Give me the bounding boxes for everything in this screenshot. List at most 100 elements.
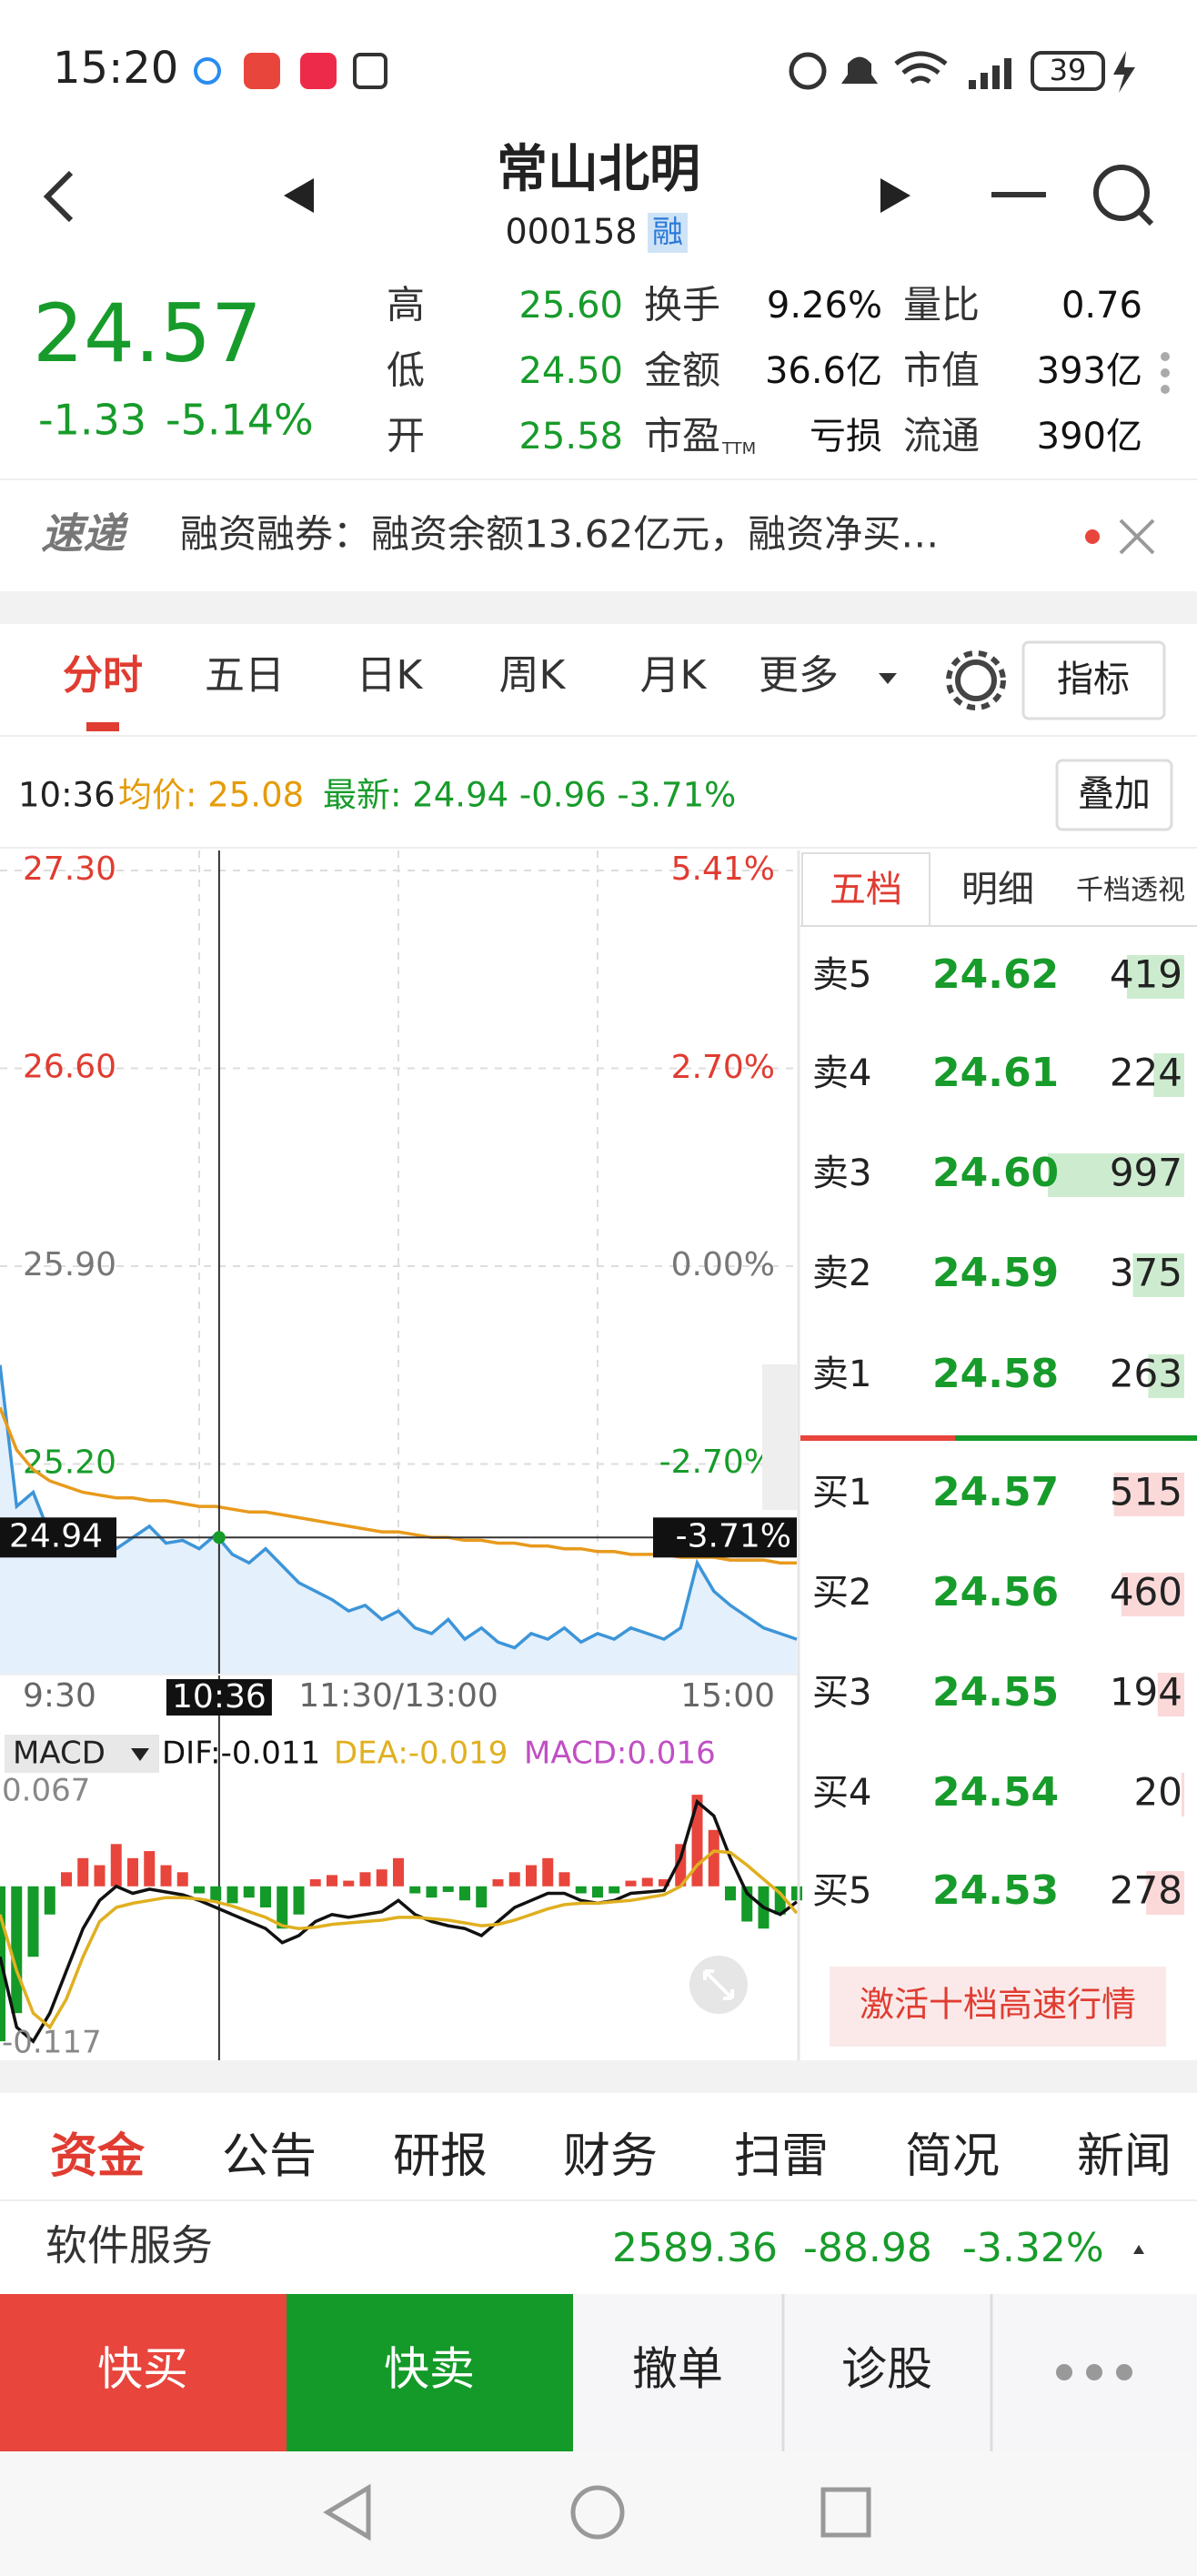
status-icon <box>244 53 280 89</box>
average-price: 均价: 25.08 <box>118 776 304 815</box>
activate-button[interactable] <box>830 1967 1166 2047</box>
sector-change: -88.98 <box>803 2225 932 2271</box>
chart-tab[interactable]: 五日 <box>205 652 285 699</box>
back-button[interactable] <box>43 170 74 223</box>
chart-tab[interactable]: 日K <box>357 652 424 699</box>
more-actions[interactable] <box>1086 2364 1102 2380</box>
quick-buy[interactable] <box>0 2294 287 2451</box>
macd-bar <box>176 1872 188 1887</box>
dropdown-arrow <box>879 673 897 684</box>
info-tab[interactable]: 研报 <box>393 2129 488 2184</box>
y2-tick-label: -2.70% <box>659 1444 775 1481</box>
stat-value: 393亿 <box>1037 350 1142 392</box>
info-tab[interactable]: 简况 <box>905 2129 1000 2184</box>
book-price: 24.54 <box>932 1769 1059 1816</box>
cursor-price-box <box>0 1517 116 1558</box>
macd-bar <box>376 1869 387 1887</box>
more-actions[interactable] <box>1056 2364 1072 2380</box>
expand-icon <box>703 1969 734 2000</box>
nav-bar <box>0 2451 1197 2576</box>
chart-tab[interactable]: 分时 <box>63 652 143 699</box>
book-price: 24.61 <box>932 1050 1059 1096</box>
book-tab[interactable]: 千档透视 <box>1076 875 1185 907</box>
macd-chart: 0.067 -0.117 MACD DIF:-0.011 DEA:-0.019 MACD:… <box>0 1735 802 2061</box>
info-tab[interactable]: 财务 <box>563 2129 658 2184</box>
section-gap <box>0 591 1197 624</box>
volume-bar <box>1146 1871 1184 1915</box>
chart-tab[interactable]: 月K <box>640 652 708 699</box>
macd-bar <box>343 1880 355 1887</box>
book-price: 24.58 <box>932 1351 1059 1397</box>
stat-label: 金额 <box>644 348 720 393</box>
macd-bar <box>309 1879 321 1887</box>
indicator-button[interactable] <box>1021 640 1166 720</box>
nav-home[interactable] <box>570 2485 625 2540</box>
charging-icon <box>1113 51 1135 93</box>
y2-tick-label: 5.41% <box>671 850 775 888</box>
macd-legend: DEA:-0.019 <box>334 1736 508 1772</box>
news-tag[interactable]: 速递 <box>41 509 129 558</box>
status-icon <box>300 53 337 89</box>
cursor-price: 24.94 <box>9 1517 103 1555</box>
macd-selector[interactable] <box>5 1735 159 1773</box>
macd-bar <box>575 1886 587 1894</box>
close-news[interactable] <box>1119 518 1155 555</box>
more-actions[interactable] <box>1116 2364 1132 2380</box>
book-volume: 263 <box>1110 1352 1182 1396</box>
book-tab[interactable]: 明细 <box>961 869 1034 911</box>
action-label[interactable]: 快卖 <box>384 2343 475 2396</box>
stat-value: 9.26% <box>767 285 882 327</box>
sector-price: 2589.36 <box>612 2225 778 2271</box>
cursor-dot <box>212 1531 226 1545</box>
volume-bar <box>1113 1473 1184 1516</box>
action-label[interactable]: 诊股 <box>841 2343 932 2396</box>
latest-price: 最新: 24.94 -0.96 -3.71% <box>323 776 736 815</box>
more-dot <box>1161 352 1170 361</box>
stat-value: 亏损 <box>810 416 882 458</box>
macd-bar <box>725 1886 736 1901</box>
action-label[interactable]: 快买 <box>97 2343 188 2396</box>
macd-bar <box>226 1886 238 1904</box>
chart-tab[interactable]: 更多 <box>759 652 839 699</box>
news-text[interactable]: 融资融券：融资余额13.62亿元，融资净买… <box>180 512 939 557</box>
quick-sell[interactable] <box>287 2294 573 2451</box>
price-change-pct: -5.14% <box>166 396 314 445</box>
macd-bar <box>144 1851 156 1887</box>
book-tab[interactable]: 五档 <box>830 869 902 911</box>
info-tab[interactable]: 新闻 <box>1077 2129 1172 2184</box>
macd-bar <box>44 1886 55 1915</box>
bottom-tabs: 资金 公告 研报 财务 扫雷 简况 新闻 <box>50 2129 1172 2184</box>
info-tab[interactable]: 公告 <box>222 2129 317 2184</box>
book-tab-box <box>801 852 930 927</box>
info-tab[interactable]: 资金 <box>50 2129 146 2184</box>
stat-label: 市值 <box>903 348 980 393</box>
stat-value: 25.60 <box>518 285 623 327</box>
sector-name[interactable]: 软件服务 <box>45 2221 213 2270</box>
book-label: 卖4 <box>812 1052 871 1094</box>
cursor-time-box <box>166 1679 272 1716</box>
next-stock[interactable] <box>880 178 910 213</box>
chart-tab[interactable]: 周K <box>499 652 567 699</box>
nav-back[interactable] <box>323 2483 371 2541</box>
book-price: 24.53 <box>932 1867 1059 1914</box>
action-label[interactable]: 撤单 <box>632 2343 723 2396</box>
nav-recent[interactable] <box>820 2487 871 2538</box>
book-label: 卖2 <box>812 1253 871 1294</box>
price-change: -1.33 <box>38 396 146 445</box>
book-label: 卖1 <box>812 1353 871 1395</box>
settings-cog <box>946 650 1006 710</box>
search-button[interactable] <box>1093 165 1150 221</box>
overlay-button[interactable] <box>1055 759 1173 831</box>
info-tab[interactable]: 扫雷 <box>734 2129 829 2184</box>
status-time: 15:20 <box>53 43 178 94</box>
y2-tick-label: 0.00% <box>671 1246 775 1283</box>
cursor-pct-box <box>653 1517 797 1558</box>
settings-button[interactable] <box>955 659 997 701</box>
macd-bar <box>426 1886 438 1898</box>
stat-value: 24.50 <box>518 350 623 392</box>
expand-arrow[interactable] <box>1133 2245 1144 2254</box>
book-label: 卖3 <box>812 1152 871 1194</box>
prev-stock[interactable] <box>284 178 314 213</box>
macd-bar <box>243 1886 255 1898</box>
